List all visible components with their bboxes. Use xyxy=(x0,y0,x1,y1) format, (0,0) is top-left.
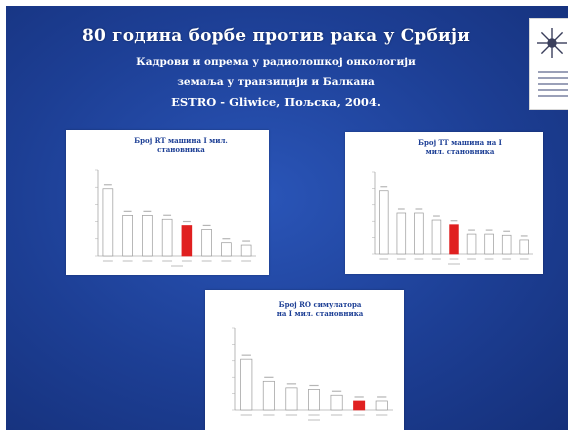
bar xyxy=(415,213,424,254)
bar xyxy=(485,234,494,254)
chart-panel-rt-machines: Број RT машина I мил. становника xyxy=(66,130,269,275)
bar xyxy=(103,189,113,256)
bar xyxy=(202,229,212,256)
bar xyxy=(263,381,274,410)
chart-panel-ro-simulators: Број RO симулатора на I мил. становника xyxy=(205,290,404,430)
bar-chart-ro-simulators xyxy=(205,290,404,430)
slide-subtitle-line-3: ESTRO - Gliwice, Пољска, 2004. xyxy=(36,95,516,109)
chart-panel-tt-machines: Број TT машина на I мил. становника xyxy=(345,132,543,274)
bar xyxy=(397,213,406,254)
presentation-slide: 80 година борбе против рака у Србији Кад… xyxy=(6,6,568,430)
bar xyxy=(331,395,342,410)
bar xyxy=(142,215,152,256)
bar xyxy=(450,225,459,254)
bar-chart-tt-machines xyxy=(345,132,543,274)
bar xyxy=(241,245,251,256)
bar xyxy=(182,226,192,256)
bar xyxy=(308,390,319,411)
bar xyxy=(467,234,476,254)
institute-logo xyxy=(529,18,568,110)
slide-subtitle-line-1: Кадрови и опрема у радиолошкој онкологиј… xyxy=(36,56,516,68)
logo-text-lines xyxy=(538,71,568,101)
bar-chart-rt-machines xyxy=(66,130,269,275)
bar xyxy=(221,243,231,256)
slide-title: 80 година борбе против рака у Србији xyxy=(36,26,516,46)
bar xyxy=(354,401,365,410)
bar xyxy=(379,191,388,254)
bar xyxy=(241,359,252,410)
flower-emblem-icon xyxy=(530,19,568,69)
slide-subtitle-line-2: земаља у транзицији и Балкана xyxy=(36,76,516,88)
bar xyxy=(123,215,133,256)
bar xyxy=(520,240,529,254)
bar xyxy=(286,388,297,410)
bar xyxy=(502,235,511,254)
bar xyxy=(162,219,172,256)
bar xyxy=(432,220,441,254)
bar xyxy=(376,401,387,410)
